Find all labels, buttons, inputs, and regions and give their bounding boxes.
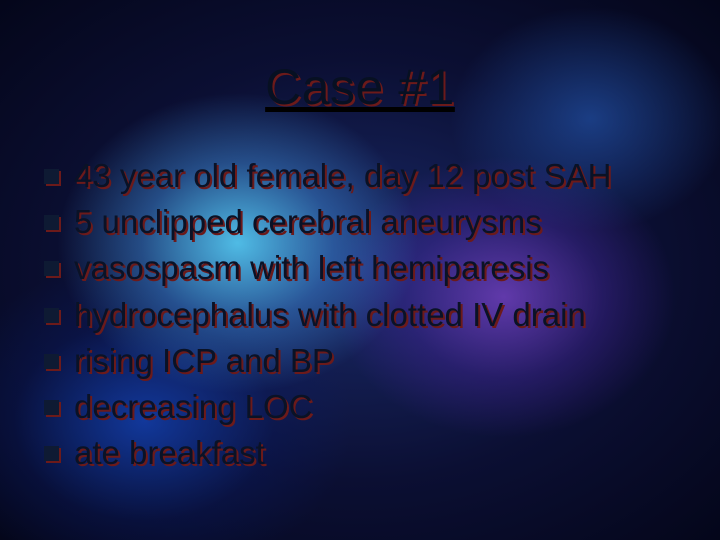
square-bullet-icon [44, 308, 59, 323]
list-item-text: decreasing LOC decreasing LOC [74, 386, 312, 428]
slide: Case #1 Case #1 43 year old female, day … [0, 0, 720, 540]
square-bullet-icon [44, 261, 59, 276]
list-item-text: ate breakfast ate breakfast [74, 432, 265, 474]
list-item-text: 5 unclipped cerebral aneurysms 5 unclipp… [74, 201, 542, 243]
list-item-text: vasospasm with left hemiparesis vasospas… [74, 247, 549, 289]
slide-title: Case #1 Case #1 [0, 58, 720, 116]
square-bullet-icon [44, 215, 59, 230]
list-item: rising ICP and BP rising ICP and BP [44, 340, 690, 382]
square-bullet-icon [44, 354, 59, 369]
list-item: vasospasm with left hemiparesis vasospas… [44, 247, 690, 289]
list-item-text: 43 year old female, day 12 post SAH 43 y… [74, 155, 611, 197]
list-item: 43 year old female, day 12 post SAH 43 y… [44, 155, 690, 197]
title-text: Case #1 [265, 59, 455, 115]
list-item: 5 unclipped cerebral aneurysms 5 unclipp… [44, 201, 690, 243]
square-bullet-icon [44, 400, 59, 415]
list-item: decreasing LOC decreasing LOC [44, 386, 690, 428]
square-bullet-icon [44, 169, 59, 184]
list-item-text: hydrocephalus with clotted IV drain hydr… [74, 294, 586, 336]
list-item: hydrocephalus with clotted IV drain hydr… [44, 294, 690, 336]
square-bullet-icon [44, 446, 59, 461]
bullet-list: 43 year old female, day 12 post SAH 43 y… [44, 155, 690, 479]
list-item-text: rising ICP and BP rising ICP and BP [74, 340, 334, 382]
list-item: ate breakfast ate breakfast [44, 432, 690, 474]
